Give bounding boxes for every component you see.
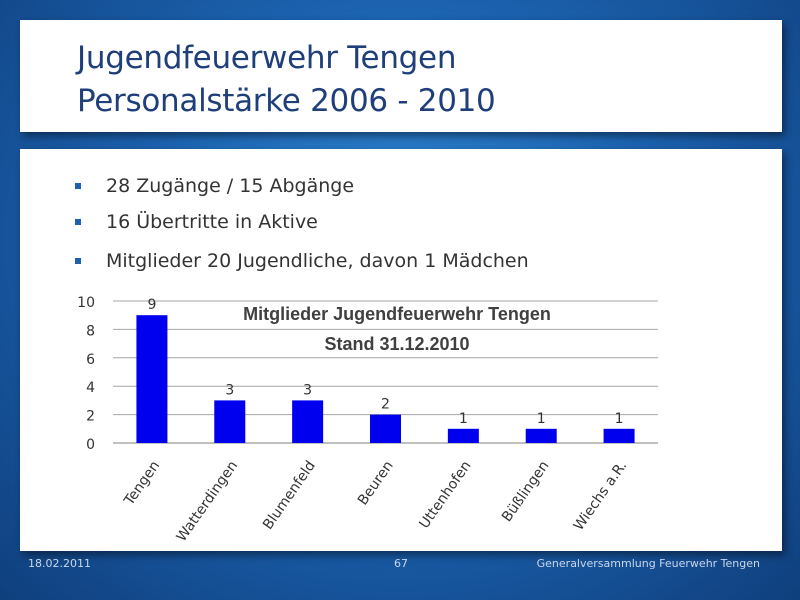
x-category-label: Uttenhofen: [416, 458, 474, 532]
bullet-text: Mitglieder 20 Jugendliche, davon 1 Mädch…: [106, 250, 529, 272]
chart-gridlines: [113, 300, 658, 444]
chart-bars: [136, 315, 635, 443]
y-tick-label: 6: [86, 352, 95, 368]
footer-date: 18.02.2011: [28, 557, 91, 570]
chart-title: Mitglieder Jugendfeuerwehr Tengen: [243, 304, 551, 324]
y-tick-label: 4: [86, 380, 95, 396]
bullet-square-icon: [75, 219, 81, 225]
bullet-text: 16 Übertritte in Aktive: [106, 211, 318, 233]
title-panel: Jugendfeuerwehr Tengen Personalstärke 20…: [20, 20, 782, 132]
bar-data-label: 1: [537, 411, 546, 427]
y-tick-label: 0: [86, 437, 95, 453]
bar: [603, 428, 635, 443]
x-category-label: Watterdingen: [174, 458, 241, 545]
bar-data-label: 9: [147, 297, 156, 313]
bar: [292, 400, 324, 443]
bar-data-label: 1: [459, 411, 468, 427]
bar: [136, 315, 168, 443]
content-panel: 28 Zugänge / 15 Abgänge 16 Übertritte in…: [20, 149, 782, 551]
x-category-label: Blumenfeld: [260, 458, 319, 533]
bar: [214, 400, 246, 443]
y-tick-label: 8: [86, 323, 95, 339]
bar: [447, 428, 479, 443]
bullet-square-icon: [75, 183, 81, 189]
bar-data-label: 3: [303, 382, 312, 398]
bar-data-label: 3: [225, 382, 234, 398]
bar: [525, 428, 557, 443]
slide-title-line-1: Jugendfeuerwehr Tengen: [77, 40, 457, 76]
bar-data-label: 1: [615, 411, 624, 427]
bullet-square-icon: [75, 258, 81, 264]
chart-subtitle: Stand 31.12.2010: [324, 334, 469, 354]
bullet-text: 28 Zugänge / 15 Abgänge: [106, 175, 355, 197]
y-tick-label: 2: [86, 409, 95, 425]
y-tick-label: 10: [77, 295, 95, 311]
bar: [370, 414, 401, 443]
footer-organization: Generalversammlung Feuerwehr Tengen: [536, 557, 760, 570]
x-category-label: Büßlingen: [499, 458, 552, 525]
x-category-label: Beuren: [355, 458, 397, 508]
bar-data-label: 2: [381, 397, 390, 413]
x-category-label: Tengen: [121, 458, 163, 509]
x-category-label: Wiechs a.R.: [571, 458, 631, 534]
slide-title-line-2: Personalstärke 2006 - 2010: [77, 83, 496, 119]
footer-page-number: 67: [394, 557, 408, 570]
